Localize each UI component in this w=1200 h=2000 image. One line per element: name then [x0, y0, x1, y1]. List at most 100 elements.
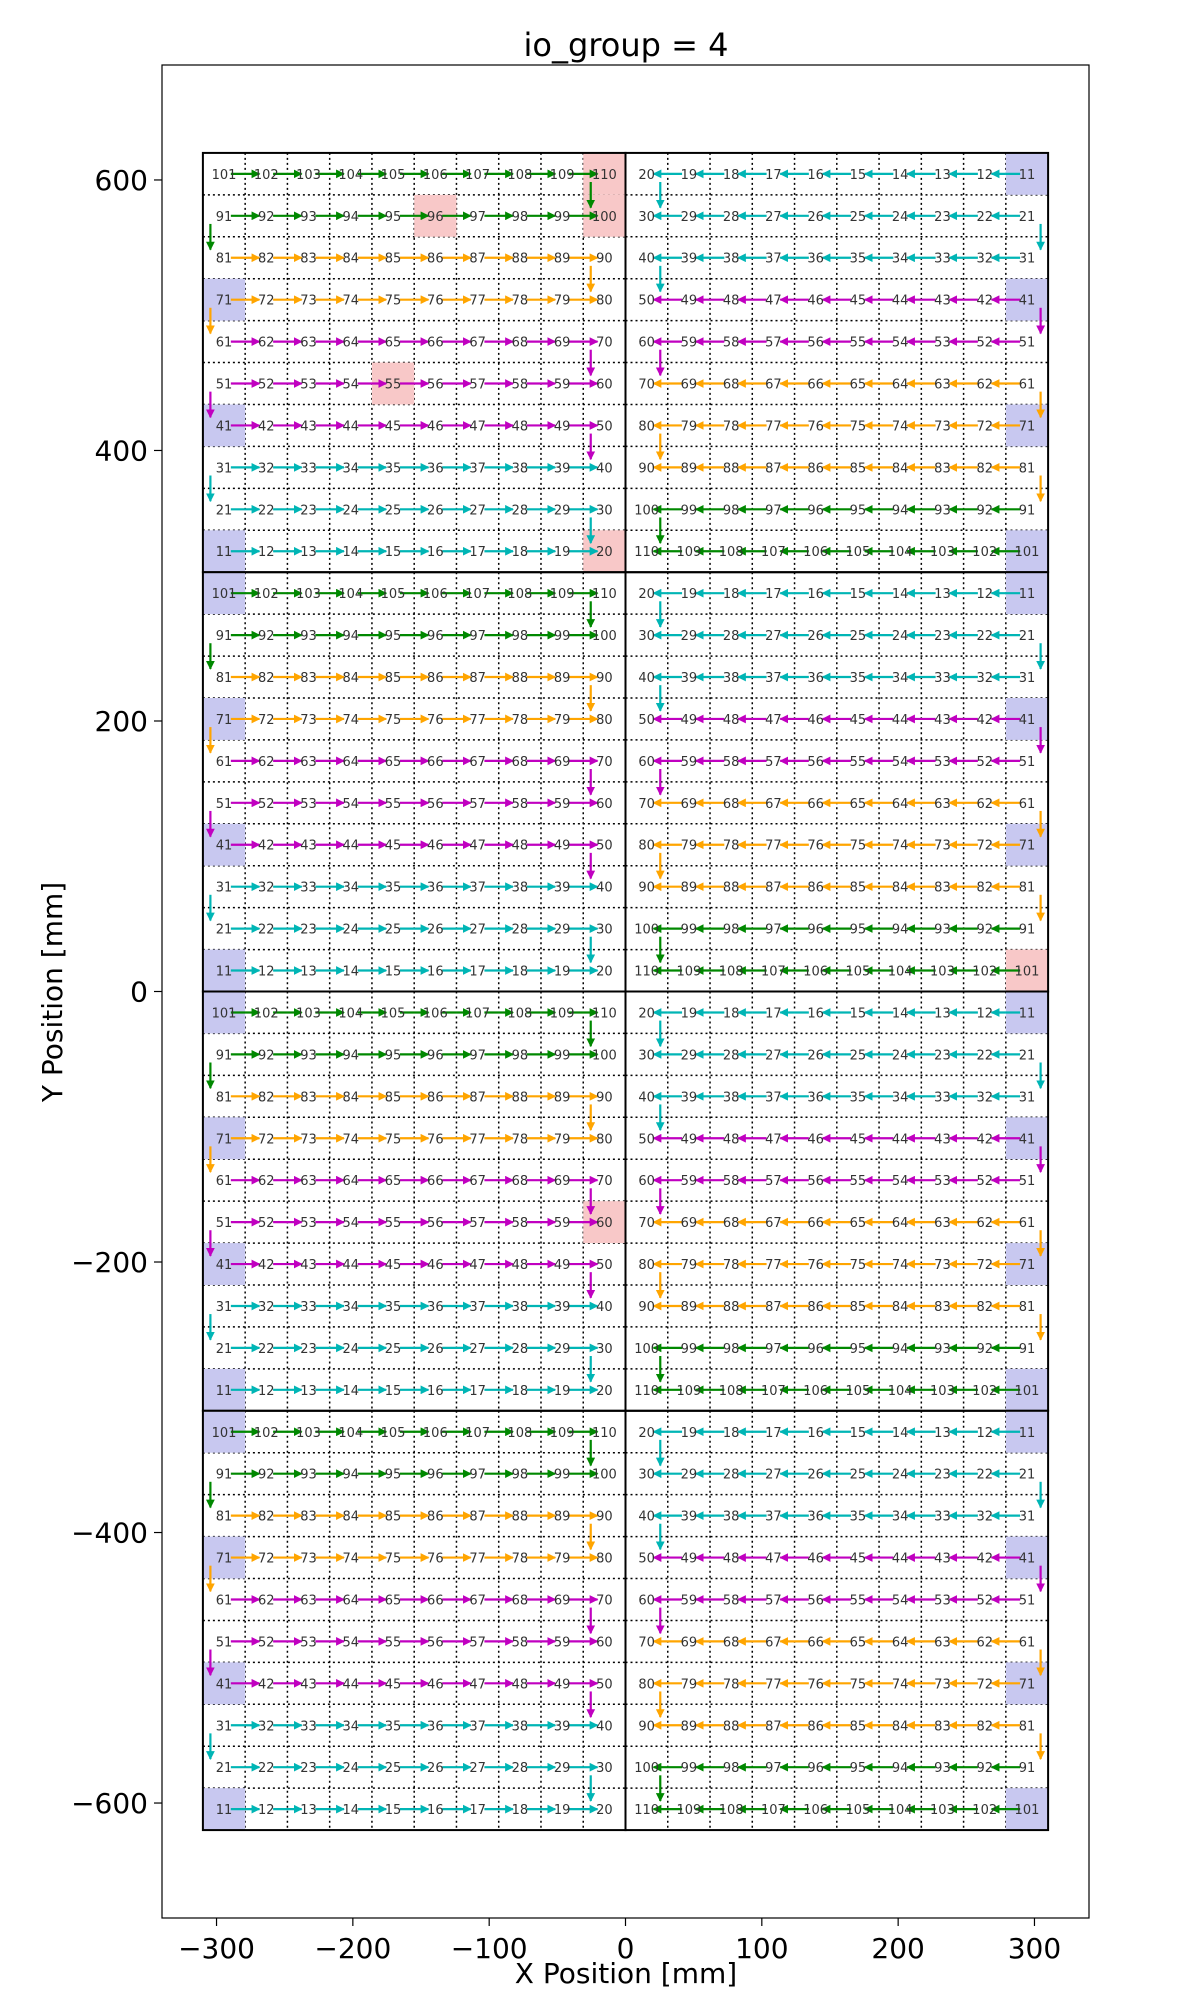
chip-label: 77 — [469, 713, 486, 728]
chip-label: 82 — [258, 252, 275, 267]
chip-label: 103 — [930, 545, 955, 560]
chip-label: 29 — [554, 503, 571, 518]
chip-label: 36 — [427, 881, 444, 896]
chip-label: 50 — [638, 713, 655, 728]
chip-label: 97 — [469, 629, 486, 644]
chip-label: 59 — [681, 1174, 698, 1189]
chip-label: 79 — [681, 419, 698, 434]
chip-label: 71 — [216, 1552, 233, 1567]
chip-label: 97 — [765, 1342, 782, 1357]
chip-label: 76 — [807, 839, 824, 854]
chip-label: 55 — [850, 1174, 867, 1189]
chip-label: 58 — [723, 1174, 740, 1189]
chip-label: 68 — [723, 797, 740, 812]
chip-label: 45 — [850, 713, 867, 728]
chip-label: 22 — [258, 503, 275, 518]
chip-label: 52 — [976, 755, 993, 770]
chip-label: 18 — [512, 965, 529, 980]
chip-label: 96 — [427, 210, 444, 225]
chip-label: 34 — [892, 252, 909, 267]
chip-label: 89 — [554, 671, 571, 686]
chip-label: 88 — [723, 1300, 740, 1315]
y-axis-label: Y Position [mm] — [36, 882, 69, 1103]
chip-label: 63 — [300, 1593, 317, 1608]
chip-label: 27 — [765, 210, 782, 225]
chip-label: 103 — [930, 1384, 955, 1399]
chip-label: 42 — [976, 1552, 993, 1567]
chip-label: 41 — [1019, 713, 1036, 728]
chip-label: 67 — [469, 1593, 486, 1608]
chip-label: 95 — [385, 629, 402, 644]
chip-label: 68 — [723, 1216, 740, 1231]
chip-label: 34 — [343, 1719, 360, 1734]
chip-label: 96 — [427, 1468, 444, 1483]
chip-label: 36 — [807, 671, 824, 686]
y-tick-label: 0 — [130, 976, 148, 1009]
chip-label: 35 — [850, 1090, 867, 1105]
chip-label: 15 — [850, 168, 867, 183]
chip-label: 24 — [343, 923, 360, 938]
chip-label: 34 — [892, 671, 909, 686]
chip-label: 100 — [634, 503, 659, 518]
chip-label: 20 — [596, 545, 613, 560]
chip-label: 83 — [300, 1090, 317, 1105]
chip-label: 44 — [343, 839, 360, 854]
chip-label: 60 — [638, 1593, 655, 1608]
chip-label: 83 — [934, 881, 951, 896]
chip-label: 107 — [761, 1384, 786, 1399]
chip-label: 61 — [216, 1174, 233, 1189]
chip-label: 58 — [512, 1635, 529, 1650]
chip-label: 17 — [765, 168, 782, 183]
chip-label: 94 — [343, 210, 360, 225]
chip-label: 44 — [892, 713, 909, 728]
chip-label: 98 — [512, 1048, 529, 1063]
chip-label: 51 — [216, 1216, 233, 1231]
chip-label: 13 — [300, 1803, 317, 1818]
chip-label: 18 — [512, 545, 529, 560]
chip-label: 53 — [300, 797, 317, 812]
chip-label: 80 — [596, 294, 613, 309]
chip-label: 89 — [681, 881, 698, 896]
chip-label: 47 — [469, 419, 486, 434]
chip-label: 81 — [1019, 1719, 1036, 1734]
chip-label: 98 — [512, 629, 529, 644]
chip-label: 28 — [512, 923, 529, 938]
chip-label: 60 — [596, 378, 613, 393]
chip-label: 104 — [338, 587, 363, 602]
chip-label: 12 — [976, 1426, 993, 1441]
chip-label: 70 — [638, 1635, 655, 1650]
chip-label: 41 — [1019, 294, 1036, 309]
chip-label: 69 — [554, 1593, 571, 1608]
chip-label: 58 — [512, 1216, 529, 1231]
chip-label: 22 — [976, 1048, 993, 1063]
chip-label: 33 — [934, 671, 951, 686]
chip-label: 51 — [1019, 1593, 1036, 1608]
chip-label: 20 — [638, 1426, 655, 1441]
chip-label: 30 — [638, 210, 655, 225]
chip-label: 14 — [892, 587, 909, 602]
chip-label: 105 — [846, 1803, 871, 1818]
chip-label: 70 — [596, 1593, 613, 1608]
chip-label: 34 — [892, 1510, 909, 1525]
chip-label: 37 — [469, 1719, 486, 1734]
y-tick-label: −200 — [71, 1246, 148, 1279]
chip-label: 27 — [469, 503, 486, 518]
chip-label: 87 — [469, 671, 486, 686]
chip-label: 37 — [469, 461, 486, 476]
chip-label: 22 — [976, 629, 993, 644]
chip-label: 77 — [765, 1677, 782, 1692]
chip-label: 99 — [681, 1342, 698, 1357]
chip-label: 105 — [846, 1384, 871, 1399]
chip-label: 29 — [681, 210, 698, 225]
chip-label: 76 — [807, 419, 824, 434]
chip-label: 105 — [846, 965, 871, 980]
chip-label: 109 — [676, 1384, 701, 1399]
chip-label: 28 — [723, 629, 740, 644]
chip-label: 79 — [681, 1677, 698, 1692]
chip-label: 96 — [427, 629, 444, 644]
chip-label: 92 — [258, 1048, 275, 1063]
chip-label: 47 — [469, 1258, 486, 1273]
chip-label: 95 — [850, 1761, 867, 1776]
chip-label: 87 — [765, 881, 782, 896]
chip-label: 58 — [512, 378, 529, 393]
